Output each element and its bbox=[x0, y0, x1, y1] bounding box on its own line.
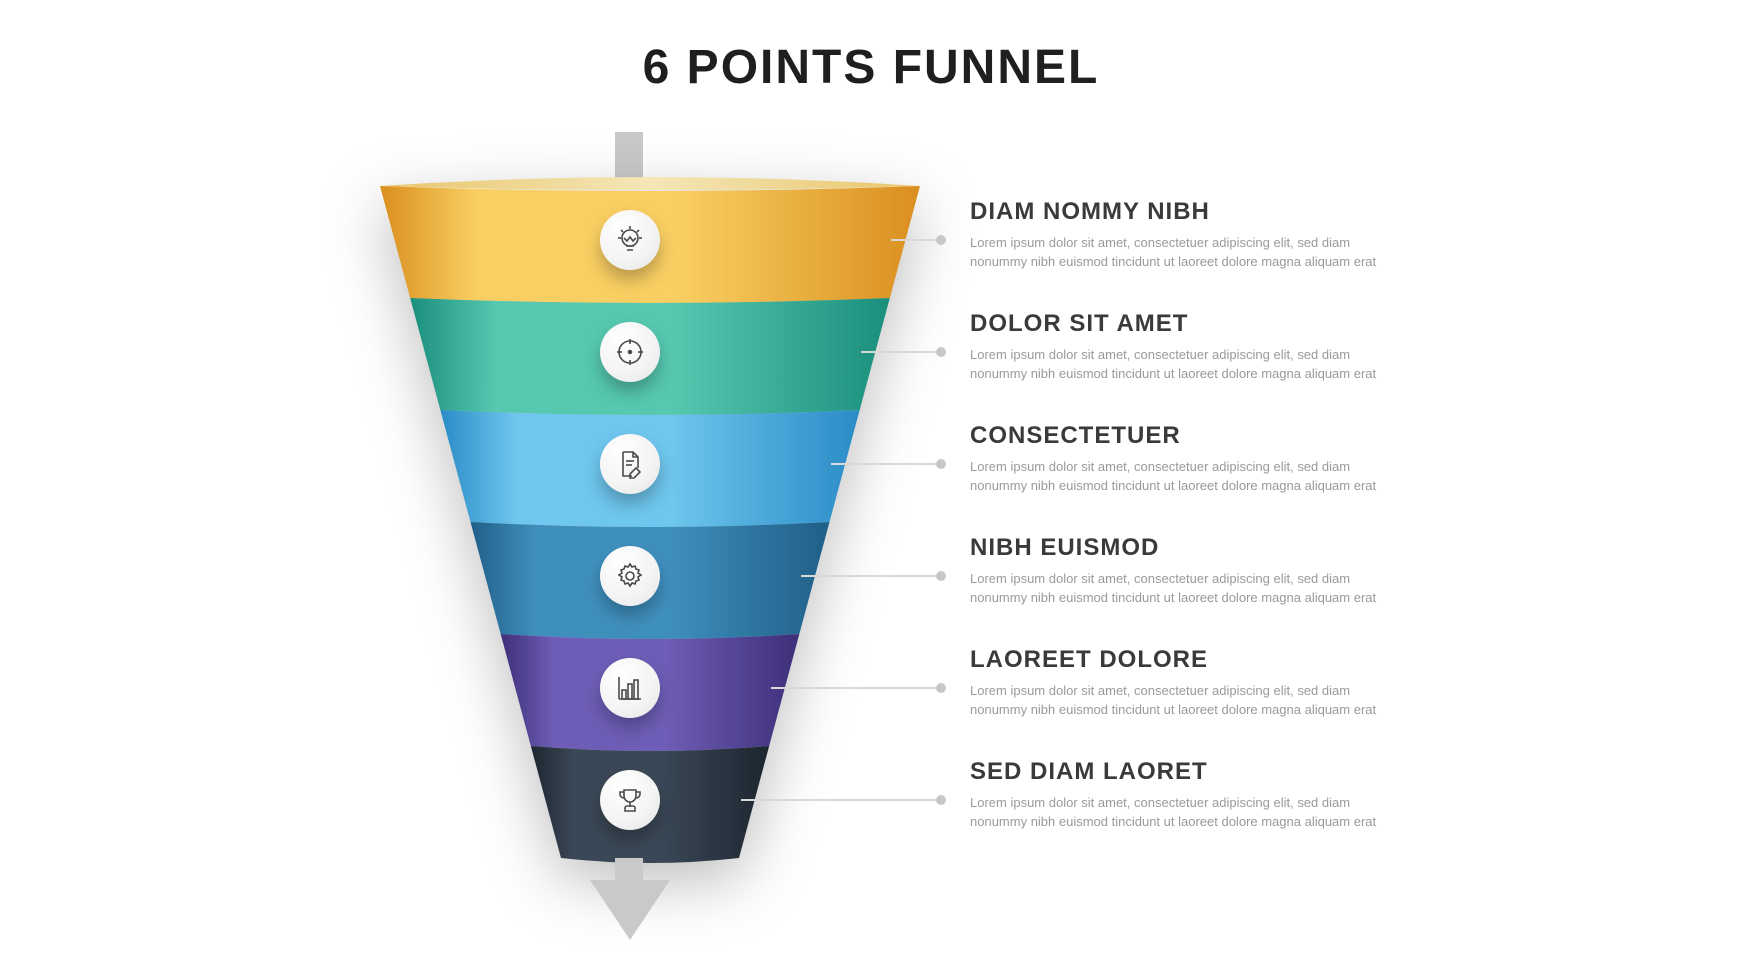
body-3: Lorem ipsum dolor sit amet, consectetuer… bbox=[970, 458, 1390, 496]
heading-6: SED DIAM LAORET bbox=[970, 758, 1390, 786]
body-2: Lorem ipsum dolor sit amet, consectetuer… bbox=[970, 346, 1390, 384]
arrow-bottom-stem bbox=[615, 858, 643, 882]
body-6: Lorem ipsum dolor sit amet, consectetuer… bbox=[970, 794, 1390, 832]
gear-icon-svg bbox=[614, 560, 646, 592]
text-block-6: SED DIAM LAORET Lorem ipsum dolor sit am… bbox=[970, 758, 1390, 832]
trophy-icon-svg bbox=[614, 784, 646, 816]
heading-2: DOLOR SIT AMET bbox=[970, 310, 1390, 338]
connector-5 bbox=[771, 687, 940, 689]
trophy-icon bbox=[600, 770, 660, 830]
text-block-2: DOLOR SIT AMET Lorem ipsum dolor sit ame… bbox=[970, 310, 1390, 384]
connector-6 bbox=[741, 799, 940, 801]
heading-3: CONSECTETUER bbox=[970, 422, 1390, 450]
text-block-4: NIBH EUISMOD Lorem ipsum dolor sit amet,… bbox=[970, 534, 1390, 608]
connector-3 bbox=[831, 463, 940, 465]
bar-chart-icon bbox=[600, 658, 660, 718]
connector-2 bbox=[861, 351, 940, 353]
heading-4: NIBH EUISMOD bbox=[970, 534, 1390, 562]
lightbulb-icon bbox=[600, 210, 660, 270]
connector-4 bbox=[801, 575, 940, 577]
bar-chart-icon-svg bbox=[614, 672, 646, 704]
text-block-1: DIAM NOMMY NIBH Lorem ipsum dolor sit am… bbox=[970, 198, 1390, 272]
connector-1 bbox=[891, 239, 940, 241]
heading-1: DIAM NOMMY NIBH bbox=[970, 198, 1390, 226]
target-icon-svg bbox=[614, 336, 646, 368]
text-block-3: CONSECTETUER Lorem ipsum dolor sit amet,… bbox=[970, 422, 1390, 496]
body-1: Lorem ipsum dolor sit amet, consectetuer… bbox=[970, 234, 1390, 272]
gear-icon bbox=[600, 546, 660, 606]
heading-5: LAOREET DOLORE bbox=[970, 646, 1390, 674]
lightbulb-icon-svg bbox=[614, 224, 646, 256]
infographic-stage: 6 POINTS FUNNEL DIAM NOMMY NIBH Lorem ip… bbox=[0, 0, 1742, 980]
target-icon bbox=[600, 322, 660, 382]
body-5: Lorem ipsum dolor sit amet, consectetuer… bbox=[970, 682, 1390, 720]
body-4: Lorem ipsum dolor sit amet, consectetuer… bbox=[970, 570, 1390, 608]
text-block-5: LAOREET DOLORE Lorem ipsum dolor sit ame… bbox=[970, 646, 1390, 720]
arrow-bottom-head bbox=[590, 880, 670, 940]
page-title: 6 POINTS FUNNEL bbox=[0, 40, 1742, 95]
document-edit-icon-svg bbox=[614, 448, 646, 480]
document-edit-icon bbox=[600, 434, 660, 494]
